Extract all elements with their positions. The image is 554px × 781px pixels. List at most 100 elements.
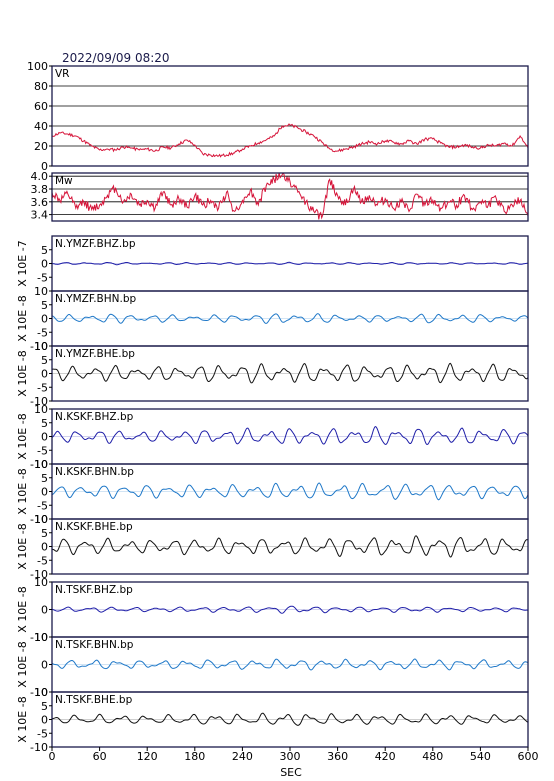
y-tick-label: 0 [41, 659, 48, 672]
x-tick-label: 60 [93, 750, 107, 763]
panel-label: Mw [55, 175, 73, 187]
y-axis-label: X 10E -8 [16, 295, 29, 341]
panel-label: N.KSKF.BHE.bp [55, 521, 133, 533]
y-axis-label: X 10E -8 [16, 641, 29, 687]
y-tick-label: 5 [41, 244, 48, 257]
panel-frame [51, 65, 529, 167]
y-tick-label: 3.4 [31, 209, 49, 222]
x-tick-label: 0 [49, 750, 56, 763]
y-axis-label: X 10E -7 [16, 240, 29, 286]
y-tick-label: 60 [34, 100, 48, 113]
y-tick-label: 10 [34, 576, 48, 589]
panel-label: N.TSKF.BHE.bp [55, 694, 133, 706]
panel-vr: 0 20 40 60 80 100 VR [27, 60, 529, 173]
y-tick-label: 100 [27, 60, 48, 73]
panel-label: N.TSKF.BHN.bp [55, 639, 134, 651]
x-tick-label: 600 [518, 750, 539, 763]
series-line-tskf-bhn [52, 658, 528, 671]
y-tick-label: 5 [41, 354, 48, 367]
y-tick-label: 10 [34, 340, 48, 353]
header-timestamp: 2022/09/09 08:20 [62, 51, 170, 65]
y-tick-label: -5 [37, 326, 48, 339]
y-tick-label: 0 [41, 714, 48, 727]
panel-frame [51, 172, 529, 222]
y-tick-label: -10 [30, 686, 48, 699]
series-line-kskf-bhe [52, 535, 528, 558]
series-line-ymzf-bhn [52, 313, 528, 324]
panel-label: VR [55, 68, 69, 80]
y-axis-label: X 10E -8 [16, 523, 29, 569]
y-tick-label: -5 [37, 381, 48, 394]
panel-ymzf-bhz: -505 N.YMZF.BHZ.bp X 10E -7 [16, 235, 529, 292]
y-tick-label: -10 [30, 513, 48, 526]
series-line-tskf-bhz [52, 605, 528, 614]
y-tick-label: 10 [34, 513, 48, 526]
y-axis-label: X 10E -8 [16, 586, 29, 632]
y-tick-label: 5 [41, 472, 48, 485]
x-axis-label: SEC [280, 766, 302, 779]
y-tick-label: 3.8 [31, 183, 49, 196]
panel-kskf-bhz: -10-505 10 N.KSKF.BHZ.bp X 10E -8 [16, 403, 529, 471]
y-tick-label: 10 [34, 285, 48, 298]
panel-mw: 3.43.63.84.0 Mw [31, 170, 529, 222]
x-axis: 0 60 120 180 240 300 360 420 480 540 600 [49, 747, 539, 763]
y-tick-label: -10 [30, 458, 48, 471]
x-tick-label: 360 [327, 750, 348, 763]
y-tick-label: 80 [34, 80, 48, 93]
y-tick-label: 4.0 [31, 170, 49, 183]
y-tick-label: 20 [34, 140, 48, 153]
x-tick-label: 420 [375, 750, 396, 763]
y-tick-label: -5 [37, 554, 48, 567]
y-tick-label: 10 [34, 458, 48, 471]
series-line-ymzf-bhz [52, 261, 528, 266]
y-axis-label: X 10E -8 [16, 696, 29, 742]
y-tick-label: 5 [41, 299, 48, 312]
y-tick-label: -10 [30, 631, 48, 644]
series-line-ymzf-bhe [52, 362, 528, 384]
x-tick-label: 540 [470, 750, 491, 763]
panel-label: N.KSKF.BHZ.bp [55, 411, 134, 423]
series-line-mw [52, 173, 528, 220]
panel-tskf-bhn: -10 0 10 N.TSKF.BHN.bp X 10E -8 [16, 631, 529, 699]
y-axis-label: X 10E -8 [16, 468, 29, 514]
y-tick-label: 0 [41, 604, 48, 617]
series-line-vr [52, 123, 528, 158]
series-line-tskf-bhe [52, 712, 528, 726]
panel-label: N.YMZF.BHE.bp [55, 348, 135, 360]
y-tick-label: 0 [41, 258, 48, 271]
panel-label: N.YMZF.BHZ.bp [55, 238, 136, 250]
y-tick-label: 10 [34, 631, 48, 644]
y-tick-label: 3.6 [31, 196, 49, 209]
y-tick-label: -5 [37, 727, 48, 740]
y-tick-label: -10 [30, 568, 48, 581]
y-tick-label: 0 [41, 486, 48, 499]
y-tick-label: 10 [34, 686, 48, 699]
y-tick-label: 0 [41, 368, 48, 381]
y-tick-label: 5 [41, 417, 48, 430]
y-tick-label: 0 [41, 313, 48, 326]
panel-label: N.YMZF.BHN.bp [55, 293, 137, 305]
y-tick-label: 0 [41, 431, 48, 444]
panel-label: N.KSKF.BHN.bp [55, 466, 134, 478]
x-tick-label: 240 [232, 750, 253, 763]
y-tick-label: -10 [30, 340, 48, 353]
x-tick-label: 480 [422, 750, 443, 763]
y-tick-label: -5 [37, 499, 48, 512]
x-tick-label: 180 [184, 750, 205, 763]
y-tick-label: -5 [37, 444, 48, 457]
y-tick-label: -10 [30, 395, 48, 408]
panel-label: N.TSKF.BHZ.bp [55, 584, 133, 596]
y-axis-label: X 10E -8 [16, 413, 29, 459]
y-axis-label: X 10E -8 [16, 350, 29, 396]
x-tick-label: 300 [280, 750, 301, 763]
x-tick-label: 120 [137, 750, 158, 763]
y-tick-label: 40 [34, 120, 48, 133]
y-tick-label: -10 [30, 741, 48, 754]
y-tick-label: 5 [41, 700, 48, 713]
